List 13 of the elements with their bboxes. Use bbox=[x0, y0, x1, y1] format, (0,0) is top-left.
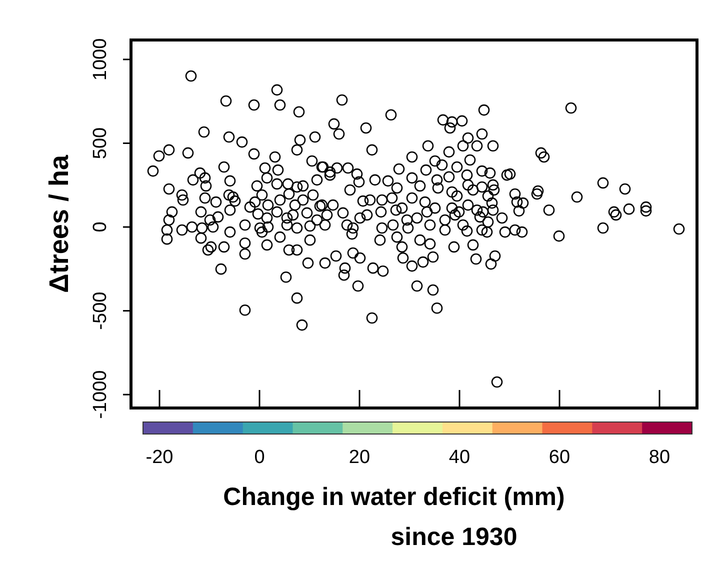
x-tick-label: 20 bbox=[348, 447, 370, 468]
x-tick-label: 80 bbox=[648, 447, 670, 468]
x-tick-label: -20 bbox=[146, 447, 174, 468]
y-tick-label: 1000 bbox=[90, 38, 111, 81]
x-tick-label: 40 bbox=[448, 447, 470, 468]
y-tick-label: 500 bbox=[90, 127, 111, 160]
y-tick-label: 0 bbox=[90, 222, 111, 232]
y-tick-label: -1000 bbox=[90, 370, 111, 419]
y-tick-label: -500 bbox=[90, 292, 111, 330]
x-axis-title: Change in water deficit (mm) since 1930 bbox=[223, 483, 565, 551]
y-axis-title: Δtrees / ha bbox=[44, 154, 74, 293]
x-tick-label: 60 bbox=[548, 447, 570, 468]
x-tick-label: 0 bbox=[254, 447, 265, 468]
